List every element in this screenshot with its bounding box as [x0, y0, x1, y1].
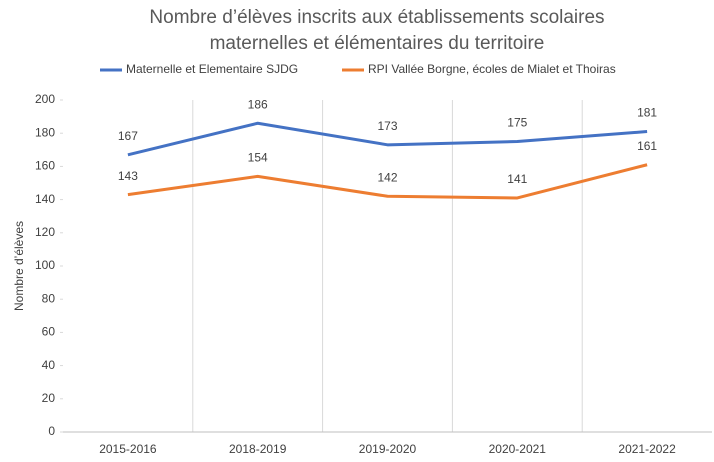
data-label: 141 [507, 172, 527, 186]
data-label: 175 [507, 116, 527, 130]
data-label: 142 [377, 170, 397, 184]
y-tick-label: 0 [48, 424, 55, 438]
data-label: 143 [118, 169, 138, 183]
y-tick-label: 160 [35, 159, 55, 173]
legend-label: Maternelle et Elementaire SJDG [126, 62, 298, 76]
y-tick-label: 80 [42, 291, 56, 305]
x-tick-label: 2020-2021 [489, 442, 547, 456]
y-tick-label: 40 [42, 358, 56, 372]
data-label: 181 [637, 106, 657, 120]
data-label: 173 [377, 119, 397, 133]
y-tick-label: 140 [35, 192, 55, 206]
y-tick-label: 200 [35, 92, 55, 106]
y-tick-label: 100 [35, 258, 55, 272]
x-tick-label: 2021-2022 [618, 442, 676, 456]
chart-title: maternelles et élémentaires du territoir… [210, 33, 545, 54]
y-tick-label: 180 [35, 125, 55, 139]
legend-label: RPI Vallée Borgne, écoles de Mialet et T… [368, 62, 616, 76]
series-line [127, 121, 648, 157]
x-tick-label: 2018-2019 [229, 442, 287, 456]
data-label: 154 [248, 151, 268, 165]
data-label: 161 [637, 139, 657, 153]
y-tick-label: 120 [35, 225, 55, 239]
x-tick-label: 2015-2016 [99, 442, 157, 456]
data-label: 167 [118, 129, 138, 143]
y-axis-label: Nombre d’élèves [12, 221, 26, 311]
y-tick-label: 60 [42, 325, 56, 339]
data-label: 186 [248, 97, 268, 111]
series-line [127, 163, 648, 200]
chart-title: Nombre d’élèves inscrits aux établisseme… [149, 7, 604, 28]
y-tick-label: 20 [42, 391, 56, 405]
x-tick-label: 2019-2020 [359, 442, 417, 456]
